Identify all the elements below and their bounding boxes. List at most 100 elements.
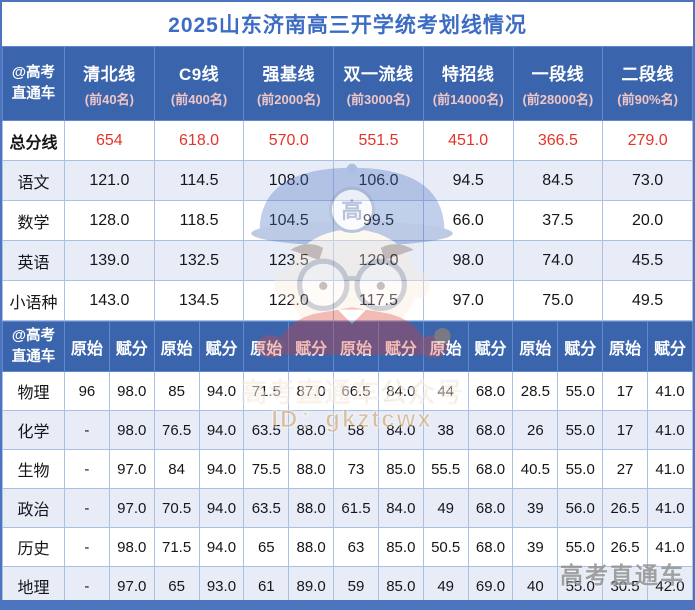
subcolumn-header: 原始 [512, 321, 559, 372]
score-cell: 63 [333, 527, 379, 567]
score-cell: 117.5 [333, 280, 424, 321]
score-cell: 68.0 [467, 527, 514, 567]
row-label: 化学 [2, 410, 65, 450]
row-label: 小语种 [2, 280, 65, 321]
score-cell: 73.0 [602, 160, 693, 201]
brand-corner-cell: @高考直通车 [2, 321, 65, 372]
score-cell: 76.5 [153, 410, 200, 450]
table-row: 化学 -98.0 76.5 94.0 63.5 88.0 58 84.0 38 68.0 26 55.… [2, 410, 693, 450]
column-name: 清北线 [83, 64, 136, 84]
score-cell: - [64, 527, 110, 567]
score-cell: 618.0 [153, 120, 245, 161]
column-header: C9线 (前400名) [153, 46, 245, 121]
score-cell: 122.0 [243, 280, 335, 321]
score-cell: 84.0 [377, 488, 424, 528]
score-cell: 68.0 [467, 449, 514, 489]
brand-label-line: 直通车 [11, 348, 56, 365]
score-cell: 55.5 [422, 449, 469, 489]
column-header: 一段线 (前28000名) [512, 46, 604, 121]
score-cell: 88.0 [288, 410, 335, 450]
score-cell: 366.5 [512, 120, 604, 161]
score-cell: 44 [422, 371, 469, 411]
row-label: 语文 [2, 160, 65, 201]
column-header: 二段线 (前90%名) [602, 46, 693, 121]
column-header: 强基线 (前2000名) [243, 46, 335, 121]
score-cell: 279.0 [602, 120, 693, 161]
score-cell: 98.0 [422, 240, 514, 281]
score-cell: 139.0 [64, 240, 155, 281]
score-cell: 108.0 [243, 160, 335, 201]
column-rank: (前40名) [84, 91, 134, 107]
score-cell: 61 [243, 566, 290, 606]
score-cell: 88.0 [288, 449, 335, 489]
subcolumn-header: 赋分 [288, 321, 335, 372]
score-cell: 49.5 [602, 280, 693, 321]
score-cell: 61.5 [333, 488, 379, 528]
brand-label-line: 直通车 [11, 85, 56, 102]
table-row: 地理 -97.0 65 93.0 61 89.0 59 85.0 49 69.0 40 55.0 30.… [2, 566, 693, 606]
table-row: 政治 -97.0 70.5 94.0 63.5 88.0 61.5 84.0 49 68.0 39 5… [2, 488, 693, 528]
score-cell: 41.0 [646, 449, 693, 489]
score-cell: 55.0 [557, 566, 604, 606]
score-cell: 98.0 [108, 527, 155, 567]
score-cell: 58 [333, 410, 379, 450]
subcolumn-header: 赋分 [646, 321, 693, 372]
score-cell: 97.0 [108, 566, 155, 606]
subcolumn-header: 原始 [153, 321, 200, 372]
table-header-row: @高考 直通车 原始 赋分 原始 赋分 原始 赋分 原始 赋分 原始 赋分 原始 赋分 原始 赋分 [2, 321, 693, 372]
score-cell: 39 [512, 527, 559, 567]
column-rank: (前28000名) [522, 91, 594, 107]
subject-scores-table: @高考 直通车 原始 赋分 原始 赋分 原始 赋分 原始 赋分 原始 赋分 原始 赋分 原始 赋分 物理 96 9… [2, 321, 693, 606]
column-name: C9线 [178, 64, 220, 84]
brand-corner-cell: @高考直通车 [2, 46, 65, 121]
score-cell: 84.5 [512, 160, 604, 201]
score-cell: 55.0 [557, 410, 604, 450]
subcolumn-header: 原始 [422, 321, 469, 372]
score-cell: 134.5 [153, 280, 245, 321]
score-cell: 68.0 [467, 488, 514, 528]
brand-label-line: @高考 [11, 65, 56, 82]
row-label: 英语 [2, 240, 65, 281]
score-cell: 114.5 [153, 160, 245, 201]
score-cell: 26.5 [602, 488, 648, 528]
column-header: 清北线 (前40名) [64, 46, 155, 121]
score-cell: 75.5 [243, 449, 290, 489]
score-cell: 128.0 [64, 200, 155, 241]
score-cell: 451.0 [422, 120, 514, 161]
score-cell: 74.0 [512, 240, 604, 281]
score-cell: 94.0 [198, 527, 245, 567]
score-cell: 551.5 [333, 120, 424, 161]
score-cell: 55.0 [557, 449, 604, 489]
score-cell: 96 [64, 371, 110, 411]
subcolumn-header: 原始 [333, 321, 379, 372]
score-cell: 84.0 [377, 371, 424, 411]
score-cell: 75.0 [512, 280, 604, 321]
subcolumn-header: 赋分 [198, 321, 245, 372]
score-cell: 65 [153, 566, 200, 606]
column-name: 特招线 [441, 64, 495, 84]
score-cell: 71.5 [153, 527, 200, 567]
score-cell: 39 [512, 488, 559, 528]
column-rank: (前90%名) [617, 91, 678, 107]
score-cell: 97.0 [108, 449, 155, 489]
score-cell: 28.5 [512, 371, 559, 411]
column-header: 双一流线 (前3000名) [333, 46, 424, 121]
bottom-border-bar [2, 600, 693, 608]
score-cell: 55.0 [557, 527, 604, 567]
score-cell: 41.0 [646, 488, 693, 528]
score-cell: 94.0 [198, 488, 245, 528]
score-cell: 71.5 [243, 371, 290, 411]
score-cell: 570.0 [243, 120, 335, 161]
score-cell: 63.5 [243, 488, 290, 528]
column-name: 二段线 [621, 64, 674, 84]
subcolumn-header: 赋分 [108, 321, 155, 372]
row-label: 地理 [2, 566, 65, 606]
score-cell: 98.0 [108, 410, 155, 450]
column-name: 双一流线 [343, 64, 414, 84]
score-cell: 94.0 [198, 371, 245, 411]
brand-label-line: @高考 [11, 328, 56, 345]
score-cell: 98.0 [108, 371, 155, 411]
score-cell: 65 [243, 527, 290, 567]
score-cell: 41.0 [646, 371, 693, 411]
score-cell: 20.0 [602, 200, 693, 241]
